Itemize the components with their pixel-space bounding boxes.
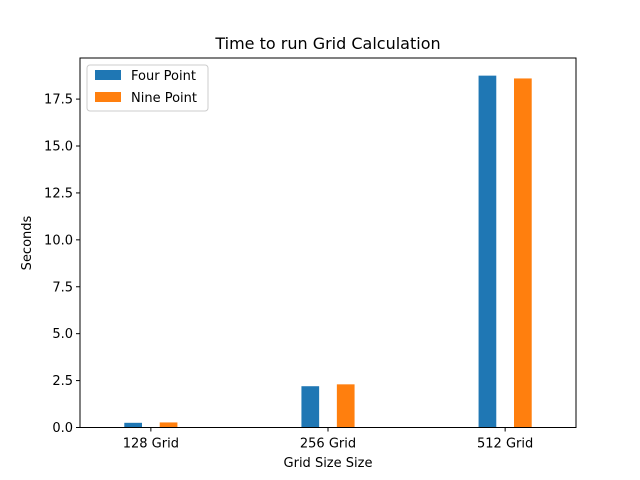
- legend-label: Four Point: [131, 69, 196, 84]
- bars-group: [124, 75, 532, 428]
- y-tick-label: 17.5: [44, 93, 73, 108]
- bar-four-point-0: [124, 422, 142, 428]
- bar-nine-point-1: [336, 384, 355, 428]
- x-tick-label: 512 Grid: [477, 437, 533, 452]
- x-tick-label: 128 Grid: [123, 437, 179, 452]
- bar-four-point-1: [301, 386, 320, 428]
- legend-swatch: [95, 70, 121, 80]
- y-tick-label: 12.5: [44, 186, 73, 201]
- y-tick-label: 2.5: [52, 374, 73, 389]
- legend: Four Point Nine Point: [86, 64, 209, 112]
- y-axis-label: Seconds: [20, 215, 35, 270]
- bar-four-point-2: [478, 75, 497, 428]
- bar-nine-point-0: [159, 422, 178, 428]
- y-tick-label: 5.0: [52, 327, 73, 342]
- legend-label: Nine Point: [131, 91, 197, 106]
- y-tick-label: 10.0: [44, 233, 73, 248]
- x-tick-label: 256 Grid: [300, 437, 356, 452]
- x-axis-label: Grid Size Size: [284, 456, 373, 471]
- plot-frame: [79, 57, 577, 428]
- y-tick-label: 0.0: [52, 421, 73, 436]
- legend-swatch: [95, 92, 121, 102]
- y-axis-ticks: 0.0 2.5 5.0 7.5 10.0 12.5 15.0 17.5: [44, 93, 80, 436]
- bar-nine-point-2: [514, 78, 532, 428]
- x-axis-ticks: 128 Grid 256 Grid 512 Grid: [123, 427, 533, 452]
- y-tick-label: 7.5: [52, 280, 73, 295]
- y-tick-label: 15.0: [44, 140, 73, 155]
- chart-title: Time to run Grid Calculation: [214, 34, 440, 53]
